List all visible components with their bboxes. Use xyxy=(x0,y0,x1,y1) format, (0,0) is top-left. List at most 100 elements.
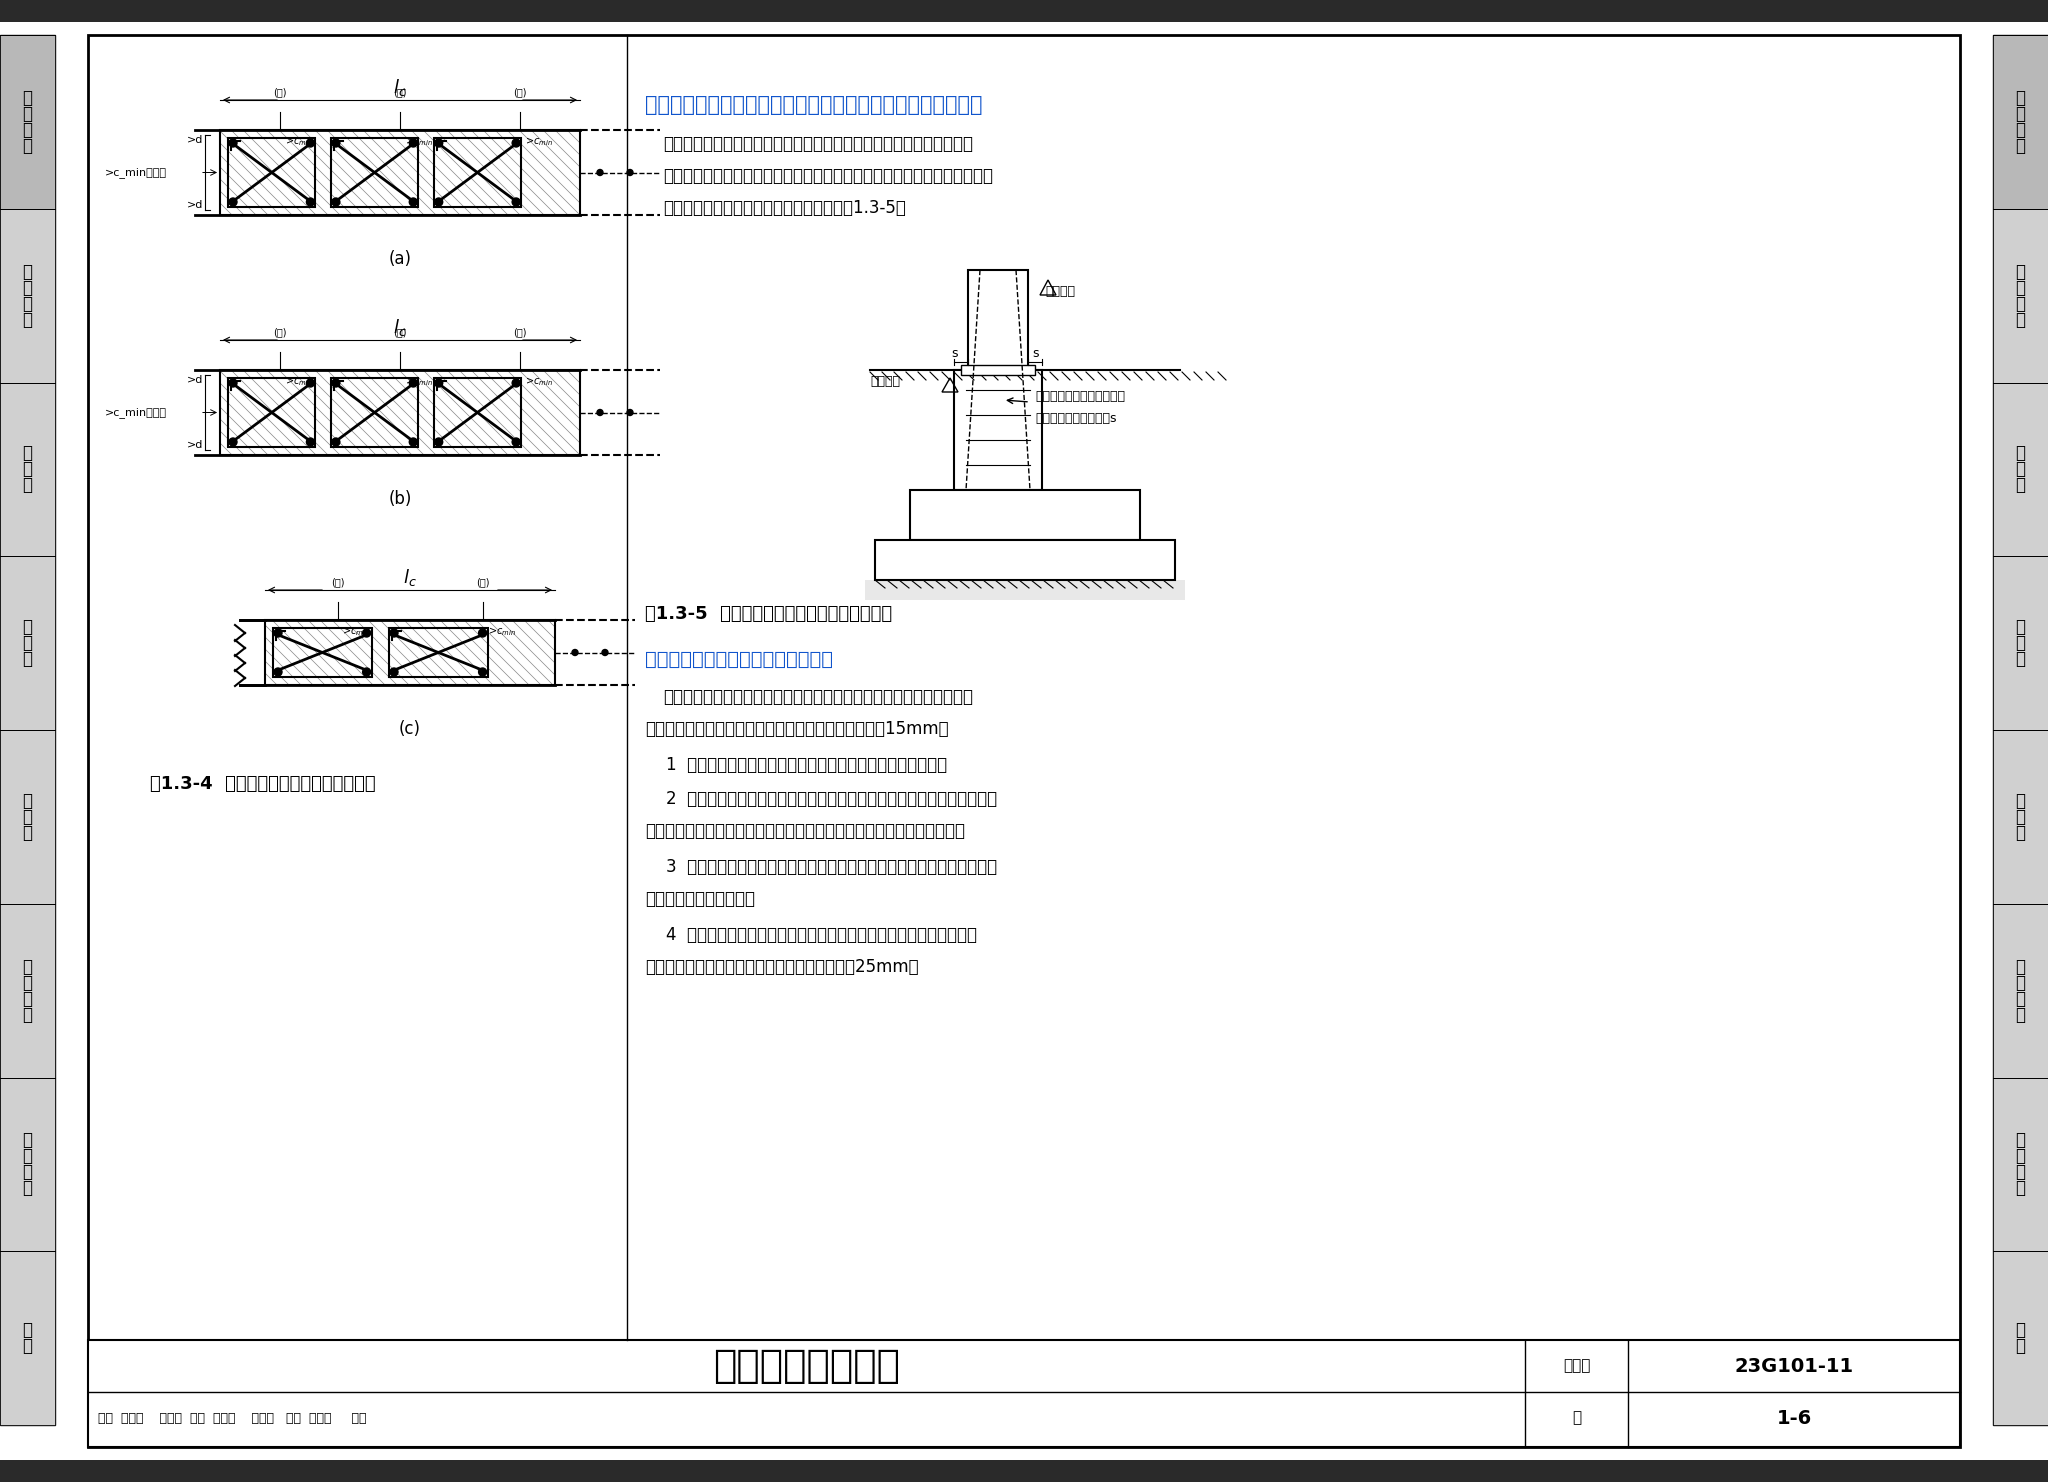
Bar xyxy=(434,378,520,448)
Text: 审核  高志强    富士海  校对  李增銀    李敏梅   设计  肖军器     龙海: 审核 高志强 富士海 校对 李增銀 李敏梅 设计 肖军器 龙海 xyxy=(98,1411,367,1424)
Circle shape xyxy=(512,199,520,206)
Text: 土中柱保护层厚度外扩s: 土中柱保护层厚度外扩s xyxy=(1034,412,1116,425)
Text: (樂): (樂) xyxy=(475,576,489,587)
Text: 梯: 梯 xyxy=(23,1147,33,1165)
Text: 录: 录 xyxy=(23,1337,33,1355)
Circle shape xyxy=(332,439,340,446)
Bar xyxy=(0,382,55,556)
Text: 首层柱处于地上、地下不同环境类别时，保护层厚度的要求也不同，此: 首层柱处于地上、地下不同环境类别时，保护层厚度的要求也不同，此 xyxy=(664,135,973,153)
Circle shape xyxy=(627,409,633,415)
Bar xyxy=(219,370,580,455)
Bar xyxy=(0,731,55,904)
Bar xyxy=(969,270,1028,370)
Bar xyxy=(0,904,55,1077)
Text: 构: 构 xyxy=(2015,808,2025,825)
Text: 构: 构 xyxy=(23,1163,33,1181)
Text: 点: 点 xyxy=(2015,311,2025,329)
Bar xyxy=(0,209,55,382)
Text: 构: 构 xyxy=(2015,634,2025,652)
Text: $l_c$: $l_c$ xyxy=(393,317,408,338)
Text: (樂): (樂) xyxy=(272,87,287,96)
Text: 板: 板 xyxy=(2015,791,2025,809)
Bar xyxy=(1993,731,2048,904)
Text: 造: 造 xyxy=(2015,1180,2025,1197)
Bar xyxy=(219,370,580,455)
Bar xyxy=(874,539,1176,579)
Bar xyxy=(1993,36,2048,209)
Text: (樂): (樂) xyxy=(330,576,344,587)
Bar xyxy=(227,378,315,448)
Text: (樂): (樂) xyxy=(393,328,408,336)
Text: 构: 构 xyxy=(23,808,33,825)
Text: 梯: 梯 xyxy=(2015,1147,2025,1165)
Bar xyxy=(1993,1077,2048,1251)
Text: 础: 础 xyxy=(23,974,33,991)
Circle shape xyxy=(307,139,315,147)
Text: 2  混凝土中采用掉阔锈剂等防锈措施时，可适当减小混凝土保护层厚度。: 2 混凝土中采用掉阔锈剂等防锈措施时，可适当减小混凝土保护层厚度。 xyxy=(645,790,997,808)
Text: (樂): (樂) xyxy=(393,87,408,96)
Text: s: s xyxy=(1032,347,1038,360)
Bar xyxy=(864,579,1186,600)
Text: 基: 基 xyxy=(23,957,33,975)
Text: 造: 造 xyxy=(2015,136,2025,156)
Text: (樂): (樂) xyxy=(514,87,526,96)
Text: 附: 附 xyxy=(2015,1320,2025,1340)
Bar xyxy=(219,130,580,215)
Text: 附: 附 xyxy=(23,1320,33,1340)
Text: 一: 一 xyxy=(2015,89,2025,107)
Text: $l_c$: $l_c$ xyxy=(393,77,408,98)
Text: 3  采用环氧树脂涂层锂筋、镇锃锂筋或采取阴极保护处理等防锈措施时，: 3 采用环氧树脂涂层锂筋、镇锃锂筋或采取阴极保护处理等防锈措施时， xyxy=(645,858,997,876)
Bar xyxy=(264,619,555,685)
Text: (c): (c) xyxy=(399,720,422,738)
Bar xyxy=(0,556,55,731)
Text: 和: 和 xyxy=(23,279,33,296)
Text: 力: 力 xyxy=(2015,461,2025,479)
Text: >$c_{min}$: >$c_{min}$ xyxy=(285,375,313,388)
Bar xyxy=(264,619,555,685)
Text: 构: 构 xyxy=(23,990,33,1008)
Text: >d: >d xyxy=(186,200,203,210)
Text: 图1.3-5  柱保护层厚度改变处外扩附加保护层: 图1.3-5 柱保护层厚度改变处外扩附加保护层 xyxy=(645,605,893,622)
Circle shape xyxy=(332,379,340,387)
Bar xyxy=(1993,36,2048,1426)
Circle shape xyxy=(307,439,315,446)
Text: >$c_{min}$: >$c_{min}$ xyxy=(524,375,553,388)
Text: 混凝土保护层厚度在采取下列有效措施时可适当减小，但减小之后普通: 混凝土保护层厚度在采取下列有效措施时可适当减小，但减小之后普通 xyxy=(664,688,973,705)
Text: 楼: 楼 xyxy=(2015,1131,2025,1150)
Bar xyxy=(1993,556,2048,731)
Circle shape xyxy=(479,628,487,637)
Bar xyxy=(272,628,371,677)
Text: 造: 造 xyxy=(23,1180,33,1197)
Text: 保护层厚度可适当减小。: 保护层厚度可适当减小。 xyxy=(645,891,756,908)
Text: 节: 节 xyxy=(2015,295,2025,313)
Text: s: s xyxy=(952,347,958,360)
Text: 造: 造 xyxy=(23,1006,33,1024)
Bar xyxy=(88,1340,1960,1446)
Circle shape xyxy=(410,439,418,446)
Text: 点: 点 xyxy=(23,311,33,329)
Text: >d: >d xyxy=(186,135,203,145)
Bar xyxy=(1993,904,2048,1077)
Circle shape xyxy=(332,199,340,206)
Text: 柱: 柱 xyxy=(2015,262,2025,280)
Bar xyxy=(1993,1251,2048,1426)
Text: 1-6: 1-6 xyxy=(1776,1408,1812,1427)
Text: 4  当地下室外墙采取可靠的建筑防水做法或防护措施时，与土层接触: 4 当地下室外墙采取可靠的建筑防水做法或防护措施时，与土层接触 xyxy=(645,926,977,944)
Text: >$c_{min}$: >$c_{min}$ xyxy=(406,135,432,148)
Text: 础: 础 xyxy=(2015,974,2025,991)
Text: 混凝土保护层厚度: 混凝土保护层厚度 xyxy=(713,1347,899,1386)
Bar xyxy=(389,628,487,677)
Bar xyxy=(1993,382,2048,556)
Bar xyxy=(434,138,520,207)
Text: 图集号: 图集号 xyxy=(1563,1359,1589,1374)
Text: >$c_{min}$: >$c_{min}$ xyxy=(406,375,432,388)
Circle shape xyxy=(512,139,520,147)
Circle shape xyxy=(512,379,520,387)
Text: 一侧锂筋的保护层厚度可适当减小，但不应小于25mm。: 一侧锂筋的保护层厚度可适当减小，但不应小于25mm。 xyxy=(645,957,920,977)
Text: $l_c$: $l_c$ xyxy=(403,568,418,588)
Circle shape xyxy=(229,199,238,206)
Text: 力: 力 xyxy=(23,461,33,479)
Bar xyxy=(0,1251,55,1426)
Circle shape xyxy=(229,379,238,387)
Text: 时可对地下竖向构件采用外扩附加保护层的方法，使柱主筋在同一位置保持: 时可对地下竖向构件采用外扩附加保护层的方法，使柱主筋在同一位置保持 xyxy=(664,167,993,185)
